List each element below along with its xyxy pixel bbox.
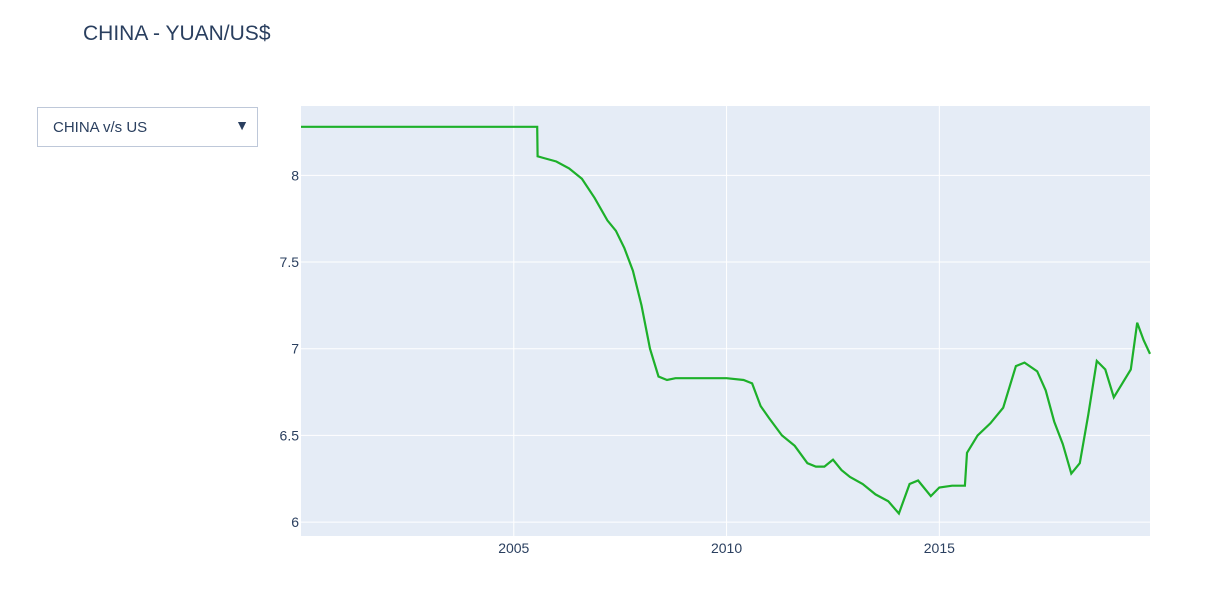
y-tick-label: 6 xyxy=(291,514,299,530)
caret-down-icon[interactable]: ▼ xyxy=(235,117,249,133)
x-tick-label: 2015 xyxy=(924,540,955,556)
dropdown-selected-label: CHINA v/s US xyxy=(53,119,148,136)
x-tick-label: 2005 xyxy=(498,540,529,556)
y-tick-label: 6.5 xyxy=(280,427,300,443)
x-tick-label: 2010 xyxy=(711,540,742,556)
x-axis: 2005 2010 2015 xyxy=(498,540,955,556)
series-line xyxy=(301,125,1151,516)
country-pair-dropdown[interactable]: CHINA v/s US ▼ xyxy=(37,107,258,147)
page-title: CHINA - YUAN/US$ xyxy=(83,22,271,45)
y-tick-label: 7 xyxy=(291,341,299,357)
y-tick-label: 8 xyxy=(291,167,299,183)
plot-area xyxy=(301,106,1150,536)
y-axis: 8 7.5 7 6.5 6 xyxy=(280,167,300,530)
grid-lines xyxy=(301,106,1150,536)
y-tick-label: 7.5 xyxy=(280,254,300,270)
